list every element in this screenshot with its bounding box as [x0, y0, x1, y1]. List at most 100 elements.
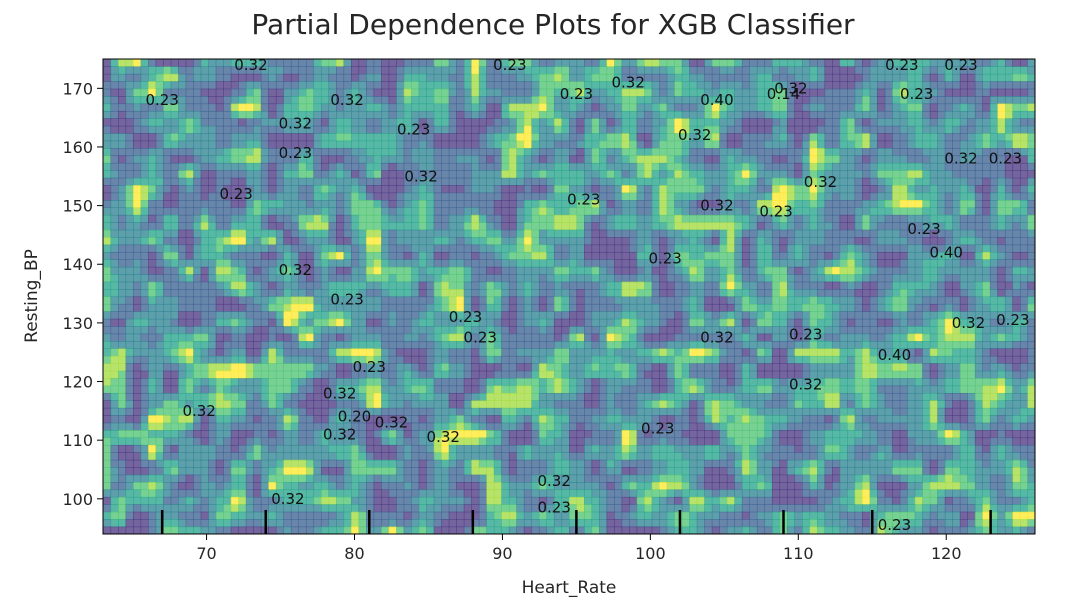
- contour-cell: [313, 341, 322, 350]
- contour-cell: [952, 222, 961, 231]
- contour-cell: [629, 59, 638, 68]
- contour-cell: [869, 296, 878, 305]
- contour-cell: [817, 192, 826, 201]
- contour-cell: [290, 303, 300, 312]
- contour-cell: [726, 296, 735, 305]
- contour-cell: [892, 251, 901, 260]
- contour-cell: [336, 192, 345, 201]
- contour-cell: [531, 207, 540, 216]
- contour-cell: [982, 110, 991, 119]
- contour-cell: [381, 133, 390, 142]
- contour-cell: [155, 222, 164, 231]
- contour-cell: [531, 229, 540, 238]
- contour-cell: [869, 177, 878, 186]
- contour-cell: [305, 341, 315, 350]
- contour-cell: [290, 88, 300, 97]
- contour-cell: [704, 125, 713, 134]
- contour-cell: [230, 355, 239, 364]
- contour-cell: [155, 185, 164, 194]
- contour-cell: [809, 326, 818, 335]
- contour-cell: [629, 177, 638, 186]
- contour-cell: [140, 259, 149, 268]
- contour-cell: [381, 289, 390, 298]
- contour-cell: [200, 66, 209, 75]
- contour-cell: [523, 318, 533, 327]
- contour-cell: [659, 259, 668, 268]
- contour-cell: [1012, 125, 1021, 134]
- contour-cell: [336, 237, 345, 246]
- contour-cell: [584, 59, 593, 68]
- contour-cell: [230, 207, 239, 216]
- contour-cell: [140, 73, 149, 82]
- contour-cell: [749, 326, 758, 335]
- contour-cell: [599, 229, 608, 238]
- contour-cell: [103, 110, 112, 119]
- contour-cell: [133, 274, 142, 283]
- contour-cell: [832, 333, 841, 342]
- contour-cell: [336, 259, 345, 268]
- contour-cell: [674, 214, 683, 223]
- contour-cell: [193, 140, 202, 149]
- contour-cell: [170, 266, 179, 275]
- contour-cell: [103, 185, 112, 194]
- contour-cell: [606, 155, 615, 164]
- contour-cell: [854, 177, 863, 186]
- contour-cell: [118, 177, 127, 186]
- contour-cell: [155, 251, 164, 260]
- contour-cell: [741, 200, 750, 209]
- contour-cell: [907, 318, 916, 327]
- contour-cell: [478, 341, 487, 350]
- contour-cell: [959, 207, 968, 216]
- contour-cell: [381, 326, 390, 335]
- contour-cell: [982, 214, 991, 223]
- contour-cell: [629, 244, 638, 253]
- contour-cell: [989, 303, 999, 312]
- contour-cell: [110, 318, 119, 327]
- contour-cell: [869, 155, 878, 164]
- contour-cell: [636, 229, 645, 238]
- contour-cell: [817, 274, 826, 283]
- contour-cell: [899, 229, 908, 238]
- contour-cell: [260, 59, 269, 68]
- contour-cell: [471, 311, 480, 320]
- contour-cell: [245, 281, 254, 290]
- contour-cell: [802, 251, 811, 260]
- contour-cell: [118, 222, 127, 231]
- contour-cell: [576, 177, 585, 186]
- contour-cell: [802, 177, 811, 186]
- contour-cell: [471, 177, 480, 186]
- contour-cell: [614, 155, 623, 164]
- contour-cell: [696, 192, 705, 201]
- contour-cell: [230, 318, 239, 327]
- contour-cell: [328, 289, 337, 298]
- contour-cell: [208, 162, 217, 171]
- contour-cell: [599, 185, 608, 194]
- contour-cell: [381, 244, 390, 253]
- contour-cell: [403, 251, 412, 260]
- contour-cell: [320, 162, 330, 171]
- contour-cell: [719, 192, 728, 201]
- contour-cell: [336, 355, 345, 364]
- contour-cell: [854, 266, 863, 275]
- contour-cell: [591, 341, 600, 350]
- contour-cell: [268, 326, 277, 335]
- contour-cell: [328, 110, 337, 119]
- contour-cell: [103, 348, 112, 357]
- contour-cell: [907, 296, 916, 305]
- contour-cell: [674, 303, 683, 312]
- contour-cell: [148, 207, 157, 216]
- contour-cell: [305, 73, 315, 82]
- contour-cell: [651, 207, 660, 216]
- contour-cell: [426, 185, 435, 194]
- contour-cell: [200, 118, 209, 127]
- contour-cell: [336, 341, 345, 350]
- contour-cell: [193, 110, 202, 119]
- contour-cell: [674, 155, 683, 164]
- contour-cell: [178, 148, 187, 157]
- contour-cell: [771, 237, 781, 246]
- contour-cell: [133, 341, 142, 350]
- contour-cell: [403, 318, 412, 327]
- contour-cell: [621, 326, 630, 335]
- contour-cell: [230, 348, 239, 357]
- contour-cell: [305, 140, 315, 149]
